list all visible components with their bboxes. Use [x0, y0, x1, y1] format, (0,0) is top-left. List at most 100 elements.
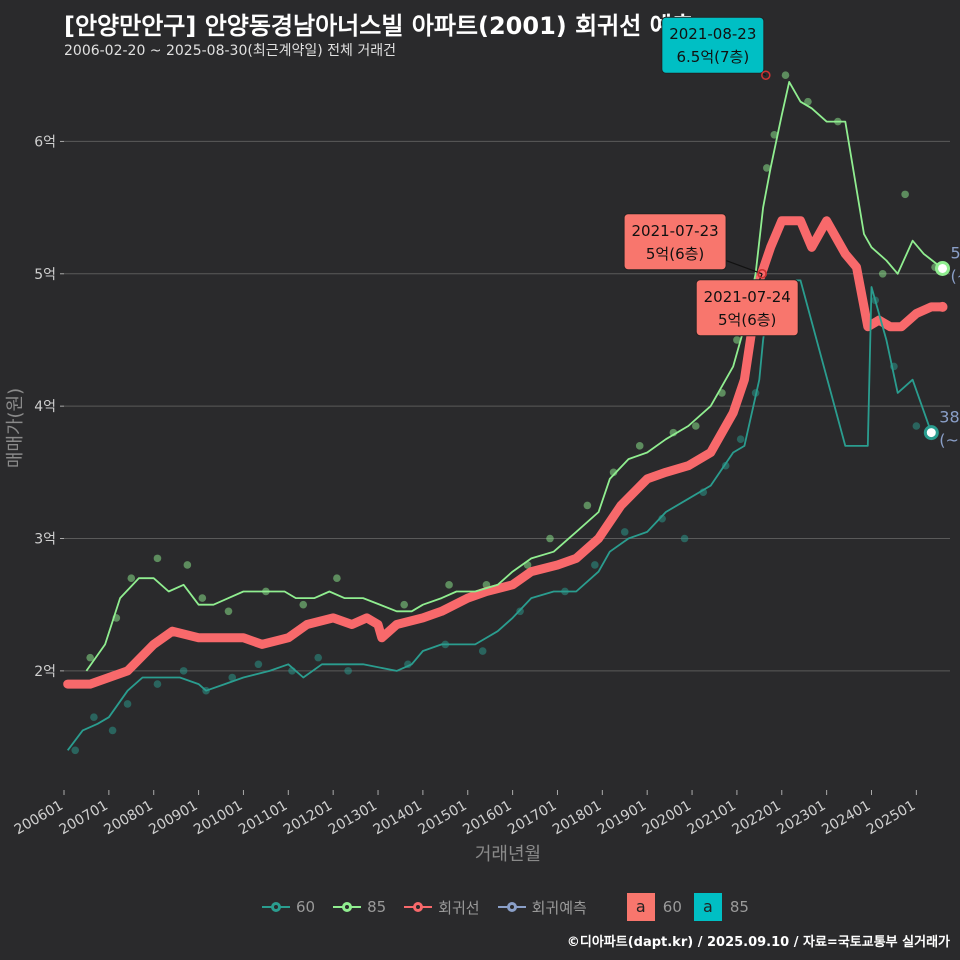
legend-badge-85: a 85 — [693, 893, 749, 921]
annotation-85-date: 2021-08-23 — [669, 25, 756, 43]
scatter-point — [691, 422, 700, 430]
scatter-point — [153, 680, 162, 688]
x-tick-label: 200701 — [57, 798, 111, 839]
badge-label-85: 85 — [729, 898, 749, 916]
x-tick-label: 202001 — [640, 798, 694, 839]
x-tick-label: 200901 — [146, 798, 200, 839]
annotation-85-box — [661, 16, 765, 74]
x-tick-label: 202101 — [685, 798, 739, 839]
scatter-point — [71, 746, 80, 755]
scatter-point — [108, 726, 117, 735]
x-tick-label: 202401 — [819, 798, 873, 839]
y-tick-label: 3억 — [34, 532, 56, 548]
annotation-60a-value: 5억(6층) — [646, 245, 704, 263]
badge-label-60: 60 — [662, 898, 682, 916]
badge-swatch-85: a — [693, 893, 722, 921]
series-line-85 — [85, 81, 944, 672]
scatter-point — [478, 647, 487, 655]
scatter-point — [153, 554, 162, 563]
scatter-point — [254, 660, 263, 669]
scatter-point — [901, 190, 909, 199]
scatter-point — [198, 594, 207, 602]
scatter-point — [770, 131, 779, 139]
end-point-85 — [935, 260, 951, 276]
legend-label-prediction: 회귀예측 — [531, 898, 587, 917]
scatter-point — [123, 700, 132, 708]
scatter-point — [224, 607, 233, 616]
badge-swatch-60: a — [626, 893, 655, 921]
scatter-point — [86, 653, 94, 662]
line-circle-icon — [333, 902, 362, 912]
x-tick-label: 200601 — [12, 798, 66, 839]
legend-label-regression: 회귀선 — [438, 898, 480, 917]
x-tick-label: 202501 — [864, 798, 918, 839]
grid-lines — [64, 140, 950, 672]
scatter-point — [635, 442, 644, 450]
annotation-60b-value: 5억(6층) — [718, 311, 776, 329]
scatter-point — [333, 574, 341, 583]
annotation-85-marker — [761, 70, 771, 80]
chart-title: [안양만안구] 안양동경남아너스빌 아파트(2001) 회귀선 예측 — [64, 12, 694, 40]
scatter-point — [763, 164, 771, 172]
x-tick-label: 201101 — [236, 798, 290, 839]
x-tick-label: 201601 — [460, 798, 514, 839]
scatter-point — [546, 534, 554, 543]
y-axis: 2억 3억 4억 5억 6억 — [34, 134, 64, 680]
x-tick-label: 202301 — [774, 798, 828, 839]
x-tick-label: 201001 — [191, 798, 245, 839]
annotations: 50,400 (~85㎡) 38,000 (~60㎡) 2021-08-23 6.5억(7… — [623, 16, 960, 450]
x-tick-label: 201201 — [281, 798, 335, 839]
x-tick-label: 201701 — [505, 798, 559, 839]
annotation-60a-box — [623, 213, 727, 271]
annotation-60b-date: 2021-07-24 — [704, 288, 791, 306]
scatter-point — [591, 561, 599, 569]
scatter-point — [878, 269, 887, 278]
credit-text: ©디아파트(dapt.kr) / 2025.09.10 / 자료=국토교통부 실… — [566, 935, 950, 950]
annotation-60a-date: 2021-07-23 — [631, 222, 718, 240]
scatter-point — [781, 71, 790, 80]
annotation-60b-marker — [757, 269, 767, 279]
scatter-point — [344, 667, 352, 675]
end-label-value-85: 50,400 — [951, 243, 960, 262]
annotation-60b-box — [695, 279, 799, 337]
chart-subtitle: 2006-02-20 ~ 2025-08-30(최근계약일) 전체 거래건 — [64, 43, 396, 59]
end-point-60 — [923, 425, 939, 441]
legend-item-prediction: 회귀예측 — [497, 897, 587, 918]
scatter-point — [299, 600, 308, 609]
scatter-point — [620, 528, 629, 536]
x-tick-label: 202201 — [729, 798, 783, 839]
scatter-point — [804, 97, 812, 106]
scatter-point — [583, 501, 592, 510]
x-tick-label: 201301 — [326, 798, 380, 839]
y-axis-title: 매매가(원) — [5, 388, 26, 468]
legend-item-85: 85 — [333, 898, 386, 916]
legend-label-60: 60 — [296, 898, 316, 916]
scatter-point — [179, 667, 188, 675]
scatter-point — [680, 534, 689, 543]
legend: 60 85 회귀선 회귀예측 a 60 a 85 — [262, 893, 749, 921]
x-axis: 2006012007012008012009012010012011012012… — [12, 790, 918, 839]
x-axis-title: 거래년월 — [475, 844, 541, 865]
line-circle-icon — [404, 902, 433, 912]
x-tick-label: 201401 — [371, 798, 425, 839]
end-label-unit-85: (~85㎡) — [951, 266, 960, 285]
series-line-60 — [66, 279, 933, 751]
y-tick-label: 6억 — [34, 134, 56, 150]
y-tick-label: 5억 — [34, 267, 56, 283]
scatter-point — [183, 561, 192, 569]
x-tick-label: 201901 — [595, 798, 649, 839]
line-circle-icon — [497, 902, 526, 912]
legend-label-85: 85 — [367, 898, 387, 916]
legend-item-regression: 회귀선 — [404, 897, 480, 918]
scatter-point — [228, 673, 237, 682]
scatter-point — [445, 581, 453, 589]
end-label-value-60: 38,000 — [939, 408, 960, 427]
scatter-points — [71, 71, 939, 755]
y-tick-label: 2억 — [34, 664, 56, 680]
scatter-point — [314, 653, 323, 662]
scatter-point — [733, 336, 741, 344]
scatter-point — [90, 713, 98, 721]
scatter-point — [127, 574, 136, 583]
end-label-unit-60: (~60㎡) — [939, 431, 960, 450]
